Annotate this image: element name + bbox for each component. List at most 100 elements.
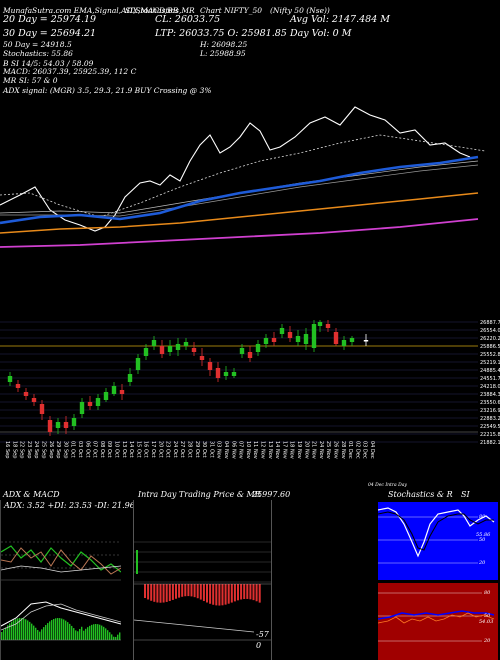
macd-histogram-bar xyxy=(89,625,91,640)
ema-chart xyxy=(0,106,486,248)
macd-histogram-bar xyxy=(17,618,19,640)
macd-histogram-bar xyxy=(15,619,17,640)
intraday-mr-a: -57 xyxy=(256,630,269,639)
date-label: 30 Oct xyxy=(201,441,207,458)
candle-body xyxy=(167,346,173,352)
candle-body xyxy=(363,340,369,342)
date-label: 29 Oct xyxy=(194,441,200,458)
rsi-tick-50: 50 xyxy=(484,613,491,619)
rsi-value: 54.03 xyxy=(479,619,494,625)
candle-body xyxy=(127,374,133,382)
intraday-bar xyxy=(147,584,150,600)
avg-volume-label: Avg Vol: 2147.484 M xyxy=(290,14,390,25)
macd-histogram-bar xyxy=(31,623,33,640)
intraday-bar xyxy=(159,584,162,603)
date-label: 31 Oct xyxy=(208,441,214,458)
candle-body xyxy=(31,398,37,402)
date-label: 27 Oct xyxy=(179,441,185,458)
date-label: 10 Oct xyxy=(114,441,120,458)
date-label: 28 Oct xyxy=(187,441,193,458)
candle-body xyxy=(271,338,277,342)
candle-body xyxy=(207,362,213,370)
intraday-bar xyxy=(175,584,177,599)
stochastics-graph xyxy=(378,507,495,564)
date-label: 14 Nov xyxy=(274,441,280,459)
candle-body xyxy=(143,348,149,356)
intraday-panel-value: 25997.60 xyxy=(252,490,291,499)
macd-histogram-bar xyxy=(119,632,121,640)
date-label: 23 Oct xyxy=(165,441,171,458)
intraday-bar xyxy=(209,584,212,604)
stoch-tick-20: 20 xyxy=(479,560,486,566)
date-label: 24 Sep xyxy=(33,441,39,458)
macd-histogram-bar xyxy=(97,624,99,640)
macd-histogram-bar xyxy=(117,634,119,640)
stoch-d-line xyxy=(378,511,494,551)
macd-histogram-bar xyxy=(51,620,53,640)
macd-histogram-bar xyxy=(103,626,105,640)
intraday-bar xyxy=(178,584,181,598)
close-label: CL: 26033.75 xyxy=(155,14,221,25)
date-label: 14 Oct xyxy=(128,441,134,458)
macd-histogram-bar xyxy=(105,628,107,640)
candlestick-chart: 26887.7 26554.0 26220.2 25886.5 25552.8 25219… xyxy=(0,320,500,446)
intraday-bar xyxy=(258,584,261,603)
intraday-bar xyxy=(224,584,227,605)
price-axis-label: 23550.6 xyxy=(480,400,500,406)
intraday-bar xyxy=(221,584,224,606)
intraday-bar xyxy=(190,584,193,597)
candle-body xyxy=(23,392,29,396)
macd-histogram-bar xyxy=(65,620,67,640)
macd-histogram-bar xyxy=(39,631,41,640)
macd-histogram-bar xyxy=(53,618,55,640)
price-axis-label: 21882.1 xyxy=(480,440,500,446)
date-label: 25 Nov xyxy=(325,441,331,459)
date-label: 17 Nov xyxy=(281,441,287,459)
stoch-si-label: SI xyxy=(461,490,470,499)
intraday-date-note: 04 Dec Intra Day xyxy=(368,483,407,488)
day-volume-label: Day Vol: 0 M xyxy=(290,28,352,39)
date-label: 07 Oct xyxy=(92,441,98,458)
ema20-label: 20 Day = 25974.19 xyxy=(3,14,97,25)
plus-di-line xyxy=(1,545,121,573)
date-label: 01 Dec xyxy=(347,441,353,459)
stoch-k-line xyxy=(378,507,495,558)
candle-body xyxy=(7,376,13,382)
price-axis-label: 26887.7 xyxy=(480,320,500,326)
date-label: 15 Oct xyxy=(135,441,141,458)
macd-histogram-bar xyxy=(45,624,47,640)
rsi-line xyxy=(378,612,495,624)
macd-histogram-bar xyxy=(25,619,27,640)
macd-histogram-bar xyxy=(79,628,81,640)
intraday-bar xyxy=(246,584,249,599)
macd-histogram-bar xyxy=(33,625,35,640)
intraday-bar xyxy=(218,584,221,606)
ltp-label: LTP: 26033.75 O: 25981.85 xyxy=(155,28,287,39)
macd-histogram-bar xyxy=(91,624,93,640)
date-label: 21 Nov xyxy=(311,441,317,459)
date-label: 12 Nov xyxy=(260,441,266,459)
date-label: 06 Nov xyxy=(230,441,236,459)
intraday-bar xyxy=(206,584,208,603)
date-label: 13 Oct xyxy=(121,441,127,458)
macd-histogram-bar xyxy=(101,625,103,640)
chart-symbol: Chart NIFTY_50 xyxy=(200,6,262,15)
date-label: 19 Nov xyxy=(296,441,302,459)
price-axis-label: 22883.2 xyxy=(480,416,500,422)
date-label: 04 Dec xyxy=(369,441,375,459)
macd-histogram-bar xyxy=(23,618,25,640)
intraday-bar xyxy=(153,584,156,602)
price-axis-label: 22215.8 xyxy=(480,432,500,438)
candle-body xyxy=(119,390,125,394)
date-label: 03 Dec xyxy=(362,441,368,459)
candle-body xyxy=(191,348,197,352)
price-axis-label: 24885.4 xyxy=(480,368,500,374)
intraday-bar xyxy=(249,584,252,600)
date-axis: 16 Sep 18 Sep 22 Sep 23 Sep 24 Sep 25 Sep 26 S… xyxy=(4,441,375,459)
date-label: 06 Oct xyxy=(84,441,90,458)
intraday-bar xyxy=(202,584,205,602)
date-label: 22 Sep xyxy=(19,441,25,458)
intraday-bar xyxy=(187,584,190,597)
header-title: MunafaSutra.com EMA,Signal,ADX,MACD,BB xyxy=(3,6,179,15)
candle-body xyxy=(215,368,221,378)
